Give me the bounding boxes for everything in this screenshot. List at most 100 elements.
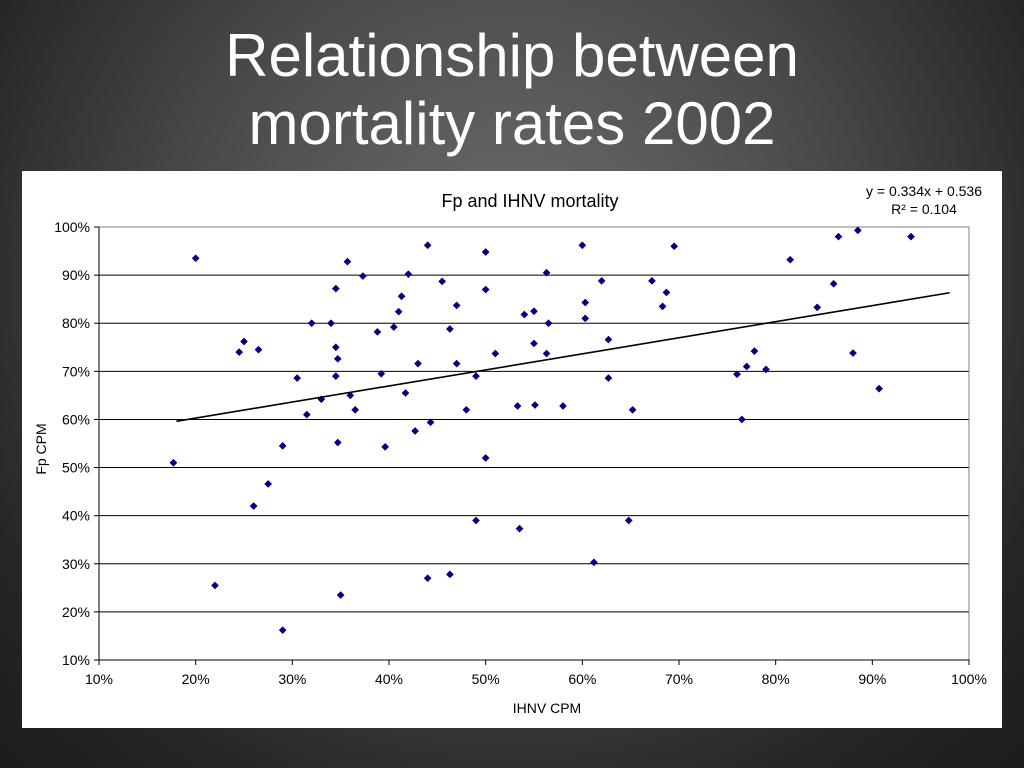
slide-title-line-2: mortality rates 2002 bbox=[248, 90, 776, 157]
data-point bbox=[530, 307, 538, 316]
data-point bbox=[581, 298, 590, 307]
data-point bbox=[907, 232, 915, 241]
data-point bbox=[733, 370, 741, 379]
data-point bbox=[254, 345, 263, 354]
slide-title: Relationship between mortality rates 200… bbox=[0, 22, 1024, 158]
data-point bbox=[670, 242, 679, 251]
data-point bbox=[624, 516, 633, 525]
data-point bbox=[515, 524, 524, 533]
data-point bbox=[331, 372, 340, 381]
data-point bbox=[462, 405, 471, 414]
data-point bbox=[452, 359, 461, 368]
y-tick-label: 20% bbox=[62, 604, 90, 620]
data-point bbox=[336, 591, 345, 600]
data-point bbox=[211, 581, 219, 590]
x-tick-label: 70% bbox=[665, 671, 693, 687]
data-point bbox=[191, 254, 200, 263]
data-point bbox=[628, 405, 637, 414]
x-tick-label: 100% bbox=[951, 671, 987, 687]
data-point bbox=[481, 285, 490, 294]
data-point bbox=[333, 438, 342, 447]
data-point bbox=[394, 307, 403, 316]
data-point bbox=[331, 343, 340, 352]
x-tick-label: 90% bbox=[858, 671, 886, 687]
data-point bbox=[520, 310, 529, 319]
x-axis-label: IHNV CPM bbox=[513, 700, 581, 716]
data-point bbox=[302, 410, 311, 419]
data-point bbox=[542, 268, 551, 277]
data-point bbox=[333, 354, 342, 363]
data-point bbox=[235, 348, 244, 357]
data-point bbox=[578, 241, 587, 250]
y-tick-label: 80% bbox=[62, 315, 90, 331]
data-point bbox=[542, 349, 551, 358]
scatter-chart: Fp and IHNV mortality y = 0.334x + 0.536… bbox=[33, 183, 987, 716]
trendline bbox=[176, 291, 950, 423]
data-point bbox=[481, 453, 490, 462]
x-tick-label: 10% bbox=[85, 671, 113, 687]
x-tick-label: 40% bbox=[375, 671, 403, 687]
x-tick-label: 30% bbox=[278, 671, 306, 687]
data-point bbox=[401, 389, 410, 397]
x-tick-label: 20% bbox=[182, 671, 210, 687]
data-point bbox=[240, 337, 248, 346]
x-tick-label: 80% bbox=[762, 671, 790, 687]
data-point bbox=[647, 276, 656, 285]
data-point bbox=[445, 570, 454, 579]
data-point bbox=[381, 442, 390, 451]
gridlines bbox=[99, 226, 969, 661]
data-point bbox=[472, 516, 480, 525]
data-point bbox=[327, 319, 335, 328]
x-tick-label: 50% bbox=[472, 671, 500, 687]
data-point bbox=[307, 319, 316, 328]
data-point bbox=[438, 277, 447, 286]
data-point bbox=[426, 418, 435, 427]
y-tick-label: 50% bbox=[62, 460, 90, 476]
y-tick-label: 70% bbox=[62, 363, 90, 379]
data-point bbox=[604, 374, 613, 383]
data-point bbox=[411, 427, 420, 435]
data-point bbox=[491, 349, 500, 358]
data-point bbox=[829, 279, 838, 288]
y-tick-label: 60% bbox=[62, 411, 90, 427]
data-point bbox=[358, 272, 367, 281]
data-point bbox=[589, 558, 598, 567]
data-point bbox=[389, 323, 398, 332]
data-point bbox=[452, 301, 461, 310]
data-point bbox=[293, 374, 302, 383]
data-point bbox=[404, 270, 413, 279]
data-point bbox=[397, 292, 406, 301]
plot-area bbox=[98, 226, 970, 661]
data-point bbox=[559, 402, 567, 410]
x-tick-label: 60% bbox=[568, 671, 596, 687]
data-point bbox=[762, 365, 770, 374]
data-point bbox=[278, 626, 287, 635]
data-point bbox=[445, 325, 454, 333]
data-point bbox=[737, 415, 746, 424]
data-point bbox=[513, 402, 522, 410]
data-point bbox=[343, 257, 352, 266]
data-point bbox=[834, 232, 843, 241]
data-point bbox=[849, 349, 857, 358]
data-point bbox=[377, 369, 386, 378]
data-point bbox=[530, 339, 538, 348]
data-point bbox=[423, 574, 432, 583]
data-point bbox=[742, 362, 751, 371]
data-point bbox=[423, 241, 432, 250]
slide-title-line-1: Relationship between bbox=[225, 22, 799, 89]
data-point bbox=[662, 288, 671, 297]
y-tick-label: 90% bbox=[62, 267, 90, 283]
data-point bbox=[264, 479, 273, 488]
data-point bbox=[278, 441, 287, 450]
data-point bbox=[813, 303, 822, 312]
axes: 10% 20% 30% 40% 50% 60% 70% 80% 90% 100% 10% 20% 30%… bbox=[54, 219, 987, 687]
y-tick-label: 30% bbox=[62, 556, 90, 572]
data-point bbox=[472, 372, 480, 381]
data-point bbox=[853, 226, 862, 235]
data-point bbox=[531, 401, 539, 409]
data-point bbox=[597, 276, 606, 285]
data-points bbox=[169, 226, 915, 635]
data-point bbox=[351, 405, 360, 414]
data-point bbox=[331, 284, 340, 293]
data-point bbox=[414, 359, 422, 368]
